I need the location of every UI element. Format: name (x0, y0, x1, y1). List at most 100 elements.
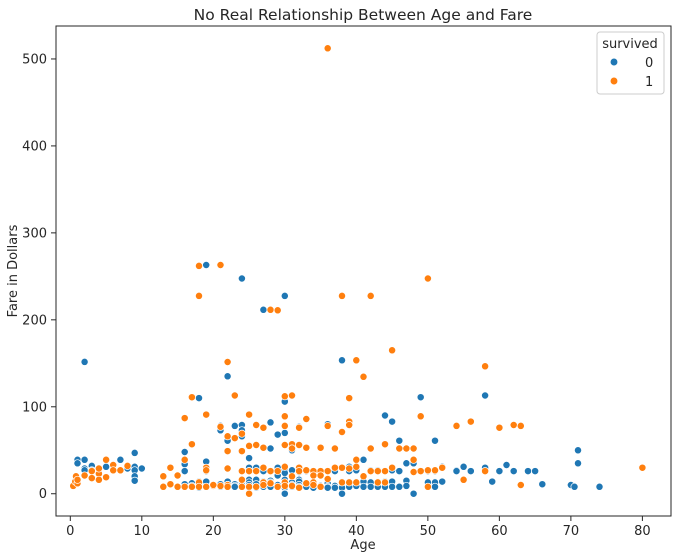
data-point (280, 428, 289, 437)
data-point (295, 423, 304, 432)
data-point (352, 478, 361, 487)
x-tick-label: 40 (348, 524, 365, 539)
data-point (237, 482, 246, 491)
data-point (438, 477, 447, 486)
y-tick-label: 200 (22, 313, 47, 328)
data-point (516, 481, 525, 489)
data-point (245, 410, 254, 419)
data-point (109, 466, 118, 475)
data-point (330, 444, 339, 453)
data-point (338, 463, 346, 472)
data-point (574, 459, 582, 468)
data-point (94, 464, 103, 473)
data-point (223, 447, 232, 456)
data-point (302, 415, 311, 423)
data-point (187, 482, 196, 491)
data-point (195, 482, 203, 491)
data-point (416, 467, 425, 476)
data-point (102, 455, 111, 464)
data-point (595, 482, 604, 491)
data-point (166, 480, 175, 489)
legend-title: survived (602, 37, 658, 52)
data-point (280, 291, 289, 300)
data-point (366, 467, 375, 476)
data-point (359, 482, 368, 491)
data-point (323, 483, 332, 492)
data-point (359, 372, 368, 381)
data-point (423, 274, 432, 283)
data-point (237, 447, 246, 456)
data-point (280, 392, 289, 401)
y-axis-label: Fare in Dollars (6, 224, 21, 317)
data-point (216, 481, 225, 490)
data-point (130, 476, 139, 485)
data-point (316, 443, 325, 452)
data-point (288, 444, 296, 453)
data-point (80, 357, 89, 366)
data-point (395, 444, 404, 453)
data-point (87, 467, 96, 476)
data-point (223, 464, 232, 473)
data-point (245, 454, 254, 463)
data-point (87, 474, 96, 483)
data-point (252, 482, 261, 491)
data-point (409, 455, 418, 464)
data-point (438, 463, 447, 472)
data-point (423, 482, 432, 491)
data-point (180, 455, 189, 464)
data-point (237, 429, 246, 438)
x-tick-label: 80 (634, 524, 651, 539)
data-point (123, 461, 132, 470)
y-tick-label: 500 (22, 52, 47, 67)
data-point (173, 482, 182, 491)
data-point (159, 472, 168, 481)
data-point (323, 475, 332, 483)
data-point (323, 44, 332, 53)
data-point (195, 291, 203, 300)
data-points (69, 44, 647, 498)
data-point (488, 477, 497, 486)
data-point (280, 489, 289, 498)
data-point (273, 430, 282, 439)
x-tick-label: 30 (277, 524, 294, 539)
data-point (381, 440, 389, 449)
data-point (381, 411, 389, 420)
data-point (80, 471, 89, 480)
data-point (259, 463, 268, 472)
data-point (245, 467, 254, 476)
data-point (266, 479, 275, 488)
legend: survived 0 1 (596, 31, 665, 95)
data-point (266, 418, 275, 427)
data-point (180, 482, 189, 491)
data-point (266, 467, 275, 476)
data-point (466, 467, 475, 476)
data-point (80, 455, 89, 464)
x-axis-label: Age (350, 538, 375, 553)
data-point (180, 414, 189, 423)
data-point (366, 291, 375, 300)
x-tick-label: 70 (563, 524, 580, 539)
data-point (338, 356, 346, 365)
data-point (280, 481, 289, 490)
data-point (366, 444, 375, 453)
data-point (366, 482, 375, 491)
data-point (259, 481, 268, 489)
data-point (180, 467, 189, 476)
data-point (574, 446, 582, 455)
data-point (237, 467, 246, 476)
data-point (381, 467, 389, 476)
y-tick-label: 300 (22, 226, 47, 241)
data-point (481, 467, 490, 476)
data-point (466, 417, 475, 426)
y-tick-label: 400 (22, 139, 47, 154)
data-point (245, 441, 254, 450)
data-point (223, 432, 232, 441)
x-tick-label: 0 (66, 524, 74, 539)
data-point (302, 466, 311, 475)
data-point (252, 421, 261, 429)
data-point (302, 443, 311, 452)
data-point (73, 475, 82, 484)
data-point (180, 448, 189, 456)
data-point (273, 467, 282, 476)
data-point (481, 391, 490, 400)
